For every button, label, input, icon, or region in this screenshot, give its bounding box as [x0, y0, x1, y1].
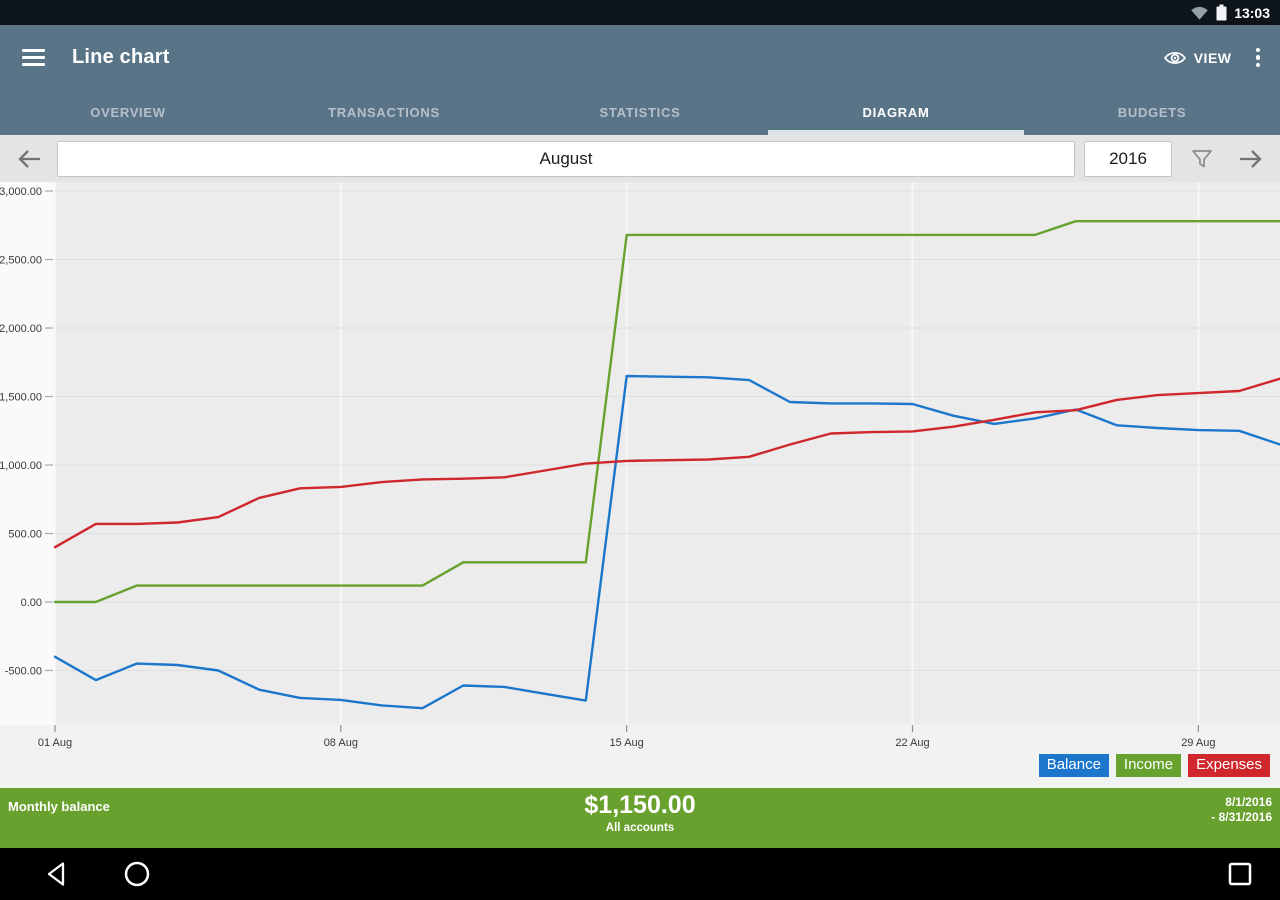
- tab-statistics[interactable]: STATISTICS: [599, 105, 681, 120]
- svg-text:1,500.00: 1,500.00: [0, 392, 42, 404]
- android-nav-bar: [0, 848, 1280, 900]
- app-bar-actions: VIEW: [1163, 41, 1266, 75]
- svg-text:2,000.00: 2,000.00: [0, 323, 42, 335]
- home-icon: [124, 861, 150, 887]
- back-button[interactable]: [34, 856, 78, 892]
- svg-text:01 Aug: 01 Aug: [38, 737, 72, 749]
- tab-bar: OVERVIEW TRANSACTIONS STATISTICS DIAGRAM…: [0, 90, 1280, 135]
- tab-budgets[interactable]: BUDGETS: [1117, 105, 1187, 120]
- summary-bar: Monthly balance $1,150.00 All accounts 8…: [0, 788, 1280, 848]
- overflow-dots-icon: [1255, 47, 1260, 53]
- filter-icon: [1192, 149, 1212, 167]
- filter-button[interactable]: [1181, 140, 1223, 178]
- summary-period: 8/1/2016 - 8/31/2016: [1211, 795, 1272, 825]
- svg-text:3,000.00: 3,000.00: [0, 186, 42, 198]
- arrow-left-icon: [18, 149, 40, 168]
- summary-label: Monthly balance: [8, 799, 110, 814]
- year-selector[interactable]: 2016: [1084, 140, 1172, 177]
- tab-diagram[interactable]: DIAGRAM: [768, 90, 1024, 135]
- view-label: VIEW: [1193, 49, 1232, 66]
- svg-text:0.00: 0.00: [21, 597, 42, 609]
- tab-overview[interactable]: OVERVIEW: [90, 105, 166, 120]
- summary-amount: $1,150.00: [584, 791, 696, 819]
- recents-icon: [1228, 862, 1252, 886]
- hamburger-icon: [22, 49, 45, 52]
- month-selector[interactable]: August: [57, 140, 1075, 177]
- svg-text:500.00: 500.00: [8, 528, 42, 540]
- legend-expenses: Expenses: [1188, 754, 1270, 777]
- battery-icon: [1216, 4, 1227, 21]
- svg-text:15 Aug: 15 Aug: [610, 737, 644, 749]
- status-bar: 13:03: [0, 0, 1280, 25]
- app-bar-row: Line chart VIEW: [0, 25, 1280, 90]
- menu-button[interactable]: [14, 38, 54, 78]
- page-title: Line chart: [72, 46, 170, 68]
- legend-balance: Balance: [1038, 754, 1109, 777]
- prev-period-button[interactable]: [10, 140, 48, 178]
- date-nav-bar: August 2016: [0, 135, 1280, 182]
- app-bar: Line chart VIEW OVERVIEW TRANSACTIONS ST: [0, 25, 1280, 135]
- svg-text:29 Aug: 29 Aug: [1181, 737, 1215, 749]
- summary-accounts: All accounts: [605, 822, 675, 834]
- svg-text:2,500.00: 2,500.00: [0, 255, 42, 267]
- tab-indicator: [768, 130, 1024, 135]
- back-icon: [47, 862, 65, 886]
- status-time: 13:03: [1234, 4, 1270, 21]
- arrow-right-icon: [1240, 149, 1262, 168]
- overflow-menu-button[interactable]: [1250, 41, 1267, 75]
- tab-transactions[interactable]: TRANSACTIONS: [328, 105, 440, 120]
- view-button[interactable]: VIEW: [1163, 49, 1232, 67]
- summary-center: $1,150.00 All accounts: [0, 791, 1280, 834]
- chart-area[interactable]: 3,000.00 2,500.00 2,000.00 1,500.00 1,000.00…: [0, 182, 1280, 788]
- next-period-button[interactable]: [1232, 140, 1270, 178]
- svg-text:1,000.00: 1,000.00: [0, 460, 42, 472]
- legend-income: Income: [1115, 754, 1182, 777]
- chart-legend: Balance Income Expenses: [1038, 754, 1270, 777]
- svg-text:22 Aug: 22 Aug: [895, 737, 929, 749]
- wifi-icon: [1191, 6, 1208, 20]
- recents-button[interactable]: [1218, 856, 1262, 892]
- svg-text:-500.00: -500.00: [5, 665, 42, 677]
- home-button[interactable]: [115, 856, 159, 892]
- eye-icon: [1163, 51, 1186, 64]
- period-start: 8/1/2016: [1225, 795, 1272, 809]
- period-end: - 8/31/2016: [1211, 810, 1272, 824]
- line-chart[interactable]: 3,000.00 2,500.00 2,000.00 1,500.00 1,000.00…: [0, 182, 1280, 788]
- svg-text:08 Aug: 08 Aug: [324, 737, 358, 749]
